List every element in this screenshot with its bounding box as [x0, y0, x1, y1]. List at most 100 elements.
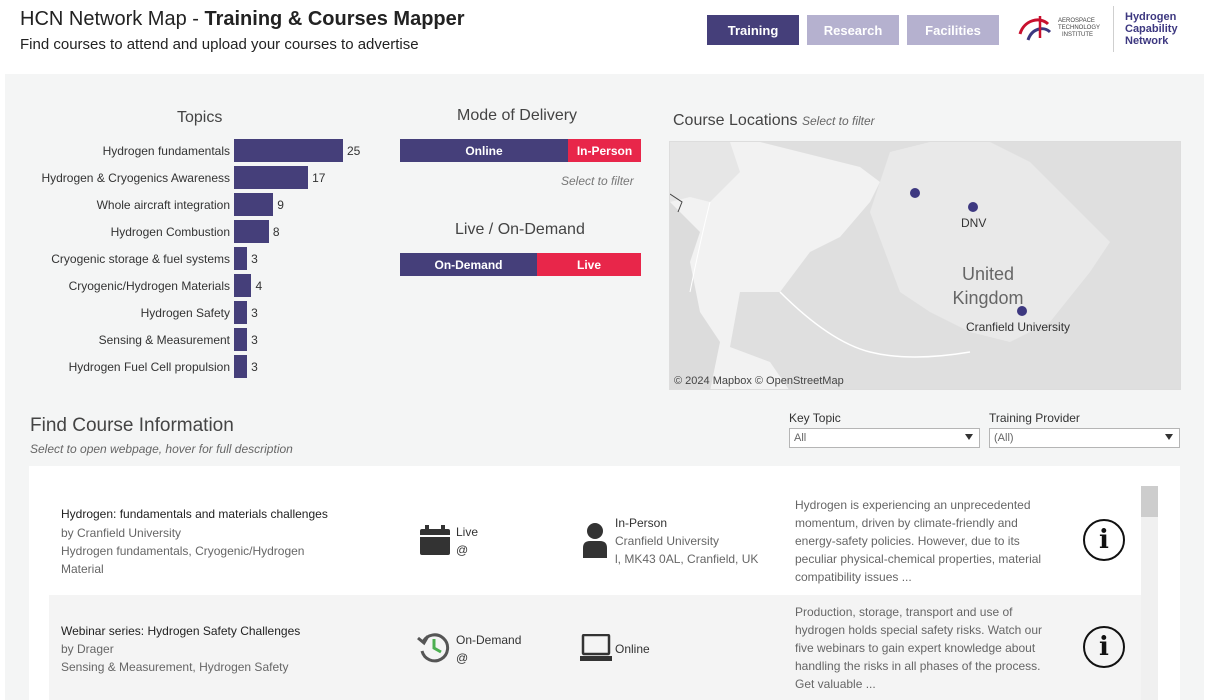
hcn-logo-line: Network	[1125, 35, 1169, 47]
find-course-hint: Select to open webpage, hover for full d…	[30, 442, 293, 456]
topic-value-label: 3	[251, 306, 258, 320]
hcn-logo-line: Hydrogen	[1125, 11, 1177, 23]
topic-value-label: 4	[255, 279, 263, 293]
topic-value-label: 3	[251, 360, 258, 374]
topic-label[interactable]: Whole aircraft integration	[96, 198, 230, 212]
live-title: Live / On-Demand	[455, 221, 585, 238]
course-provider: by Cranfield University	[61, 526, 182, 540]
topic-value-label: 8	[272, 225, 280, 239]
topic-bar[interactable]	[234, 328, 248, 351]
topic-bar[interactable]	[234, 220, 269, 243]
nav-training-button[interactable]: Training	[707, 15, 799, 45]
calendar-icon	[419, 524, 451, 561]
laptop-icon	[579, 633, 613, 667]
map-title: Course Locations	[673, 112, 798, 129]
nav-facilities-button[interactable]: Facilities	[907, 15, 999, 45]
topic-bar[interactable]	[234, 355, 248, 378]
training-provider-label: Training Provider	[989, 411, 1080, 425]
course-location-line: l, MK43 0AL, Cranfield, UK	[615, 552, 759, 566]
history-icon	[417, 630, 451, 669]
hcn-logo-line: Capability	[1125, 23, 1178, 35]
course-location-line: Cranfield University	[615, 534, 720, 548]
info-icon[interactable]: i	[1083, 626, 1125, 668]
logo-divider	[1113, 6, 1114, 52]
map-country-line: Kingdom	[952, 288, 1024, 308]
course-mode: In-Person	[615, 516, 668, 530]
page-title: HCN Network Map - Training & Courses Map…	[20, 8, 465, 31]
nav-research-button[interactable]: Research	[807, 15, 899, 45]
topic-bar[interactable]	[234, 139, 343, 162]
title-prefix: HCN Network Map -	[20, 8, 205, 30]
course-timing-at: @	[456, 543, 469, 557]
live-on-demand-segment[interactable]: On-Demand	[400, 253, 537, 276]
course-list: Hydrogen: fundamentals and materials cha…	[29, 466, 1180, 700]
info-icon[interactable]: i	[1083, 519, 1125, 561]
course-description[interactable]: Hydrogen is experiencing an unprecedente…	[795, 498, 1042, 584]
map-label-dnv: DNV	[961, 216, 987, 230]
person-icon	[581, 522, 609, 563]
map-country-line: United	[961, 264, 1015, 284]
topic-label[interactable]: Cryogenic storage & fuel systems	[51, 252, 230, 266]
topic-bar[interactable]	[234, 247, 248, 270]
map-attribution[interactable]: © 2024 Mapbox © OpenStreetMap	[674, 375, 844, 387]
map-markers	[910, 188, 1027, 316]
topic-label[interactable]: Hydrogen Combustion	[110, 225, 230, 239]
course-title[interactable]: Hydrogen: fundamentals and materials cha…	[61, 507, 328, 521]
mode-title: Mode of Delivery	[457, 107, 578, 124]
map-hint: Select to filter	[801, 114, 875, 128]
map-marker-cranfield[interactable]	[1017, 306, 1027, 316]
map-marker-dnv[interactable]	[968, 202, 978, 212]
topic-value-label: 3	[251, 252, 258, 266]
map-marker[interactable]	[910, 188, 920, 198]
page-subtitle: Find courses to attend and upload your c…	[20, 36, 419, 53]
course-locations-map[interactable]: DNV United Kingdom Cranfield University …	[669, 141, 1181, 390]
training-provider-select[interactable]: (All)	[989, 428, 1180, 448]
ati-logo-line-1: AEROSPACE	[1058, 18, 1095, 24]
topic-label[interactable]: Sensing & Measurement	[98, 333, 230, 347]
topic-bar[interactable]	[234, 193, 274, 216]
topic-label[interactable]: Hydrogen fundamentals	[102, 144, 230, 158]
topic-label[interactable]: Hydrogen Fuel Cell propulsion	[68, 360, 230, 374]
key-topic-select[interactable]: All	[789, 428, 980, 448]
course-timing: On-Demand	[456, 633, 522, 647]
topic-value-label: 3	[251, 333, 258, 347]
hcn-logo: Hydrogen Capability Network	[1125, 11, 1178, 47]
course-topics: Hydrogen fundamentals, Cryogenic/Hydroge…	[61, 544, 305, 576]
find-course-title: Find Course Information	[30, 415, 234, 436]
scrollbar-thumb[interactable]	[1141, 486, 1158, 517]
topic-value-label: 17	[312, 171, 326, 185]
course-row[interactable]: Webinar series: Hydrogen Safety Challeng…	[49, 595, 1141, 700]
topic-bar[interactable]	[234, 301, 248, 324]
topics-title: Topics	[177, 109, 223, 126]
map-country-label: United Kingdom	[936, 262, 1040, 310]
mode-online-segment[interactable]: Online	[400, 139, 568, 162]
topic-bar[interactable]	[234, 274, 252, 297]
topic-value-label: 25	[347, 144, 361, 158]
topic-label[interactable]: Hydrogen Safety	[140, 306, 230, 320]
scrollbar-track[interactable]	[1141, 486, 1158, 700]
topic-value-label: 9	[277, 198, 284, 212]
title-bold: Training & Courses Mapper	[204, 8, 465, 30]
ati-logo-line-2: TECHNOLOGY	[1058, 25, 1100, 31]
live-live-segment[interactable]: Live	[537, 253, 641, 276]
mode-in-person-segment[interactable]: In-Person	[568, 139, 641, 162]
chevron-down-icon	[1165, 434, 1173, 440]
course-mode: Online	[615, 642, 650, 656]
topic-label[interactable]: Cryogenic/Hydrogen Materials	[68, 279, 230, 293]
course-title[interactable]: Webinar series: Hydrogen Safety Challeng…	[61, 624, 301, 638]
topic-label[interactable]: Hydrogen & Cryogenics Awareness	[41, 171, 230, 185]
course-provider: by Drager	[61, 642, 114, 656]
ati-logo: AEROSPACE TECHNOLOGY INSTITUTE	[1018, 12, 1110, 46]
course-topics: Sensing & Measurement, Hydrogen Safety	[61, 660, 289, 674]
map-label-cranfield: Cranfield University	[966, 320, 1071, 334]
key-topic-value: All	[794, 432, 807, 444]
course-timing: Live	[456, 525, 479, 539]
header: HCN Network Map - Training & Courses Map…	[0, 0, 1207, 74]
training-provider-value: (All)	[994, 432, 1014, 444]
map-land	[670, 142, 1180, 389]
course-description[interactable]: Production, storage, transport and use o…	[795, 605, 1043, 691]
course-row[interactable]: Hydrogen: fundamentals and materials cha…	[49, 486, 1141, 593]
key-topic-label: Key Topic	[789, 411, 841, 425]
topic-bar[interactable]	[234, 166, 309, 189]
ati-logo-line-3: INSTITUTE	[1062, 32, 1093, 38]
